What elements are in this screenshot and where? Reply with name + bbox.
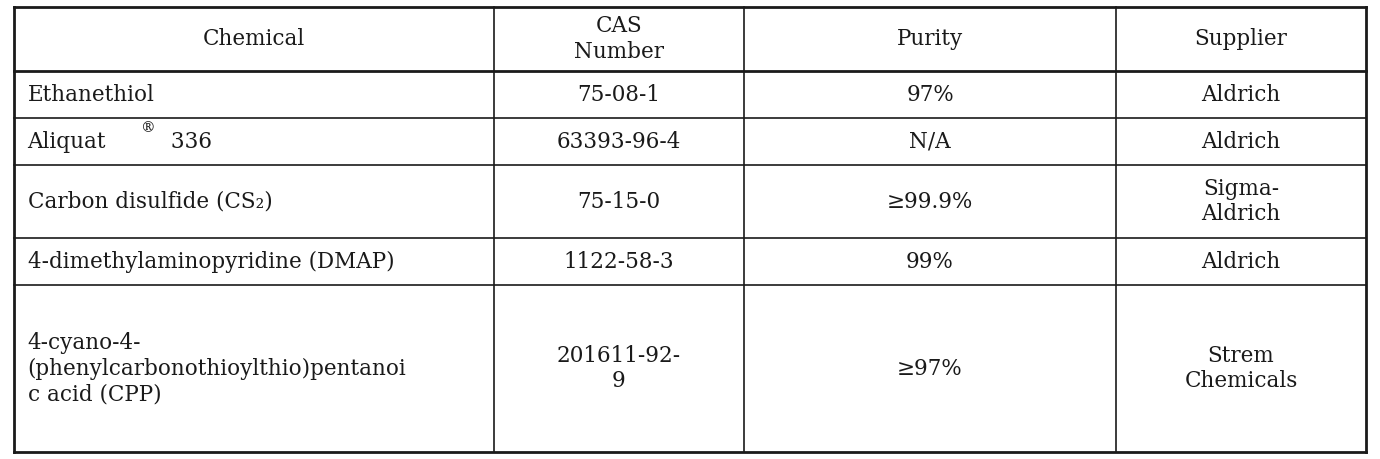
Text: ≥99.9%: ≥99.9% (887, 190, 973, 213)
Text: 75-08-1: 75-08-1 (577, 84, 661, 106)
Text: ®: ® (141, 121, 156, 135)
Text: 99%: 99% (907, 251, 954, 273)
Text: Aldrich: Aldrich (1202, 84, 1281, 106)
Text: Purity: Purity (897, 28, 963, 50)
Text: Ethanethiol: Ethanethiol (28, 84, 155, 106)
Text: 75-15-0: 75-15-0 (577, 190, 661, 213)
Text: 1122-58-3: 1122-58-3 (563, 251, 675, 273)
Text: 4-cyano-4-
(phenylcarbonothioylthio)pentanoi
c acid (CPP): 4-cyano-4- (phenylcarbonothioylthio)pent… (28, 332, 406, 405)
Text: 336: 336 (164, 130, 213, 152)
Text: Carbon disulfide (CS₂): Carbon disulfide (CS₂) (28, 190, 272, 213)
Text: Supplier: Supplier (1195, 28, 1288, 50)
Text: N/A: N/A (909, 130, 951, 152)
Text: 63393-96-4: 63393-96-4 (556, 130, 682, 152)
Text: 4-dimethylaminopyridine (DMAP): 4-dimethylaminopyridine (DMAP) (28, 251, 395, 273)
Text: ≥97%: ≥97% (897, 358, 963, 380)
Text: Aldrich: Aldrich (1202, 251, 1281, 273)
Text: Sigma-
Aldrich: Sigma- Aldrich (1202, 178, 1281, 225)
Text: Aldrich: Aldrich (1202, 130, 1281, 152)
Text: 97%: 97% (907, 84, 954, 106)
Text: Strem
Chemicals: Strem Chemicals (1184, 345, 1297, 392)
Text: CAS
Number: CAS Number (574, 16, 664, 63)
Text: 201611-92-
9: 201611-92- 9 (558, 345, 682, 392)
Text: Aliquat: Aliquat (28, 130, 106, 152)
Text: Chemical: Chemical (203, 28, 305, 50)
